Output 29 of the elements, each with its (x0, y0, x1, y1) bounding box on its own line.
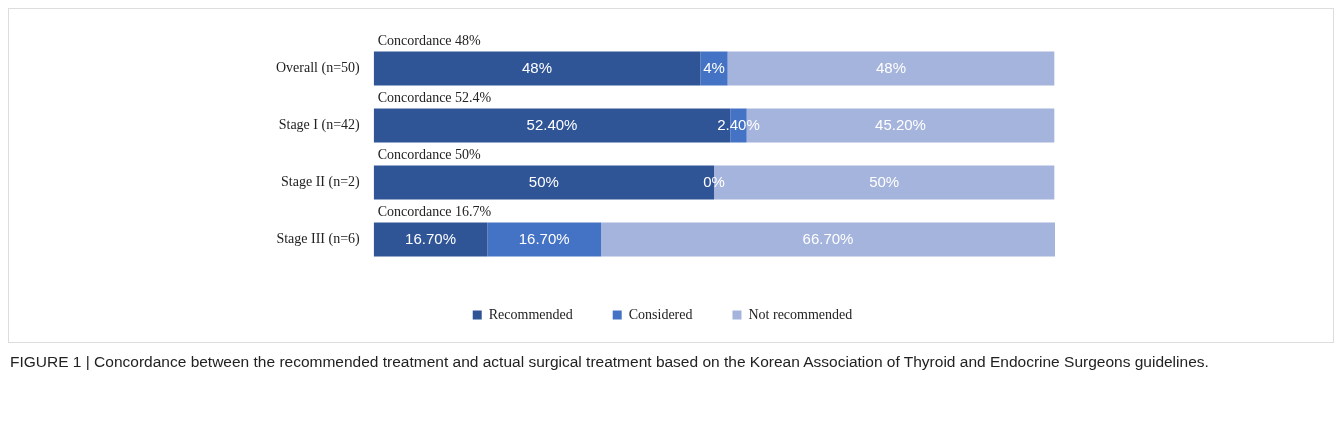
y-tick-label: Overall (n=50) (276, 60, 361, 77)
data-label: 2.40% (717, 115, 760, 133)
annotation: Concordance 16.7% (377, 204, 492, 220)
data-label: 4% (703, 58, 725, 76)
data-label: 45.20% (875, 115, 926, 133)
bar (487, 222, 602, 257)
data-label: 16.70% (518, 229, 570, 247)
legend-label: Recommended (488, 306, 573, 322)
y-tick-label: Stage I (n=42) (278, 117, 361, 134)
y-tick-label: Stage III (n=6) (276, 231, 361, 248)
caption: FIGURE 1 | Concordance between the recommended treatment and actual surgical treatment based on the Korean Association of Thyroid and Endocrine Surgeons guidelines. (10, 352, 1210, 372)
bar (373, 222, 488, 257)
bar (700, 51, 728, 86)
data-label: 48% (522, 58, 553, 76)
data-label: 48% (875, 58, 906, 76)
annotation: Concordance 50% (377, 147, 482, 163)
bar (373, 51, 701, 86)
bar (601, 222, 1055, 257)
y-tick-label: Stage II (n=2) (281, 174, 361, 191)
annotation: Concordance 52.4% (377, 90, 492, 106)
data-label: 52.40% (526, 115, 578, 133)
bar (727, 51, 1055, 86)
data-label: 50% (869, 172, 900, 190)
data-label: 16.70% (405, 229, 456, 247)
legend-label: Considered (628, 306, 693, 322)
annotation: Concordance 48% (377, 33, 482, 49)
legend-label: Not recommended (748, 306, 853, 322)
data-label: 50% (528, 172, 559, 190)
data-label: 66.70% (802, 229, 854, 247)
